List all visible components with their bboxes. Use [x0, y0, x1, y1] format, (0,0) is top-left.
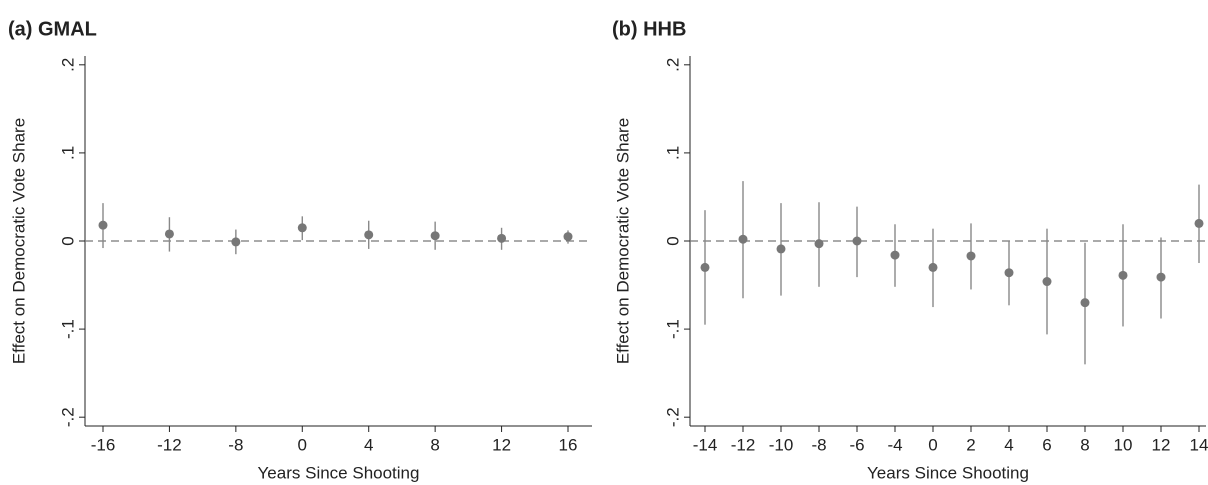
x-tick-label: 6: [1042, 435, 1051, 454]
point-estimate: [890, 250, 900, 260]
x-tick-label: 4: [1004, 435, 1013, 454]
y-axis-label: Effect on Democratic Vote Share: [613, 118, 632, 364]
x-tick-label: 10: [1114, 435, 1133, 454]
x-tick-label: 14: [1190, 435, 1208, 454]
x-tick-label: -10: [769, 435, 794, 454]
x-tick-label: -14: [693, 435, 718, 454]
y-axis-label: Effect on Democratic Vote Share: [9, 118, 28, 364]
x-tick-label: 12: [492, 435, 511, 454]
x-tick-label: 8: [430, 435, 439, 454]
y-tick-label: -.1: [58, 319, 77, 339]
y-tick-label: -.2: [663, 407, 682, 427]
point-estimate: [430, 231, 440, 241]
x-axis-label: Years Since Shooting: [867, 463, 1029, 482]
y-tick-label: 0: [663, 236, 682, 245]
x-tick-label: -6: [849, 435, 864, 454]
point-estimate: [231, 237, 241, 247]
point-estimate: [1004, 268, 1014, 278]
x-tick-label: -16: [91, 435, 116, 454]
point-estimate: [98, 220, 108, 230]
point-estimate: [1156, 272, 1166, 282]
x-tick-label: -12: [731, 435, 756, 454]
point-estimate: [852, 236, 862, 246]
point-estimate: [364, 230, 374, 240]
x-tick-label: 8: [1080, 435, 1089, 454]
point-estimate: [738, 234, 748, 244]
y-tick-label: .2: [58, 58, 77, 72]
point-estimate: [1080, 298, 1090, 308]
y-tick-label: 0: [58, 236, 77, 245]
y-tick-label: .2: [663, 58, 682, 72]
x-tick-label: 0: [298, 435, 307, 454]
x-tick-label: 12: [1152, 435, 1171, 454]
chart-title: (b) HHB: [612, 18, 686, 40]
x-tick-label: -4: [887, 435, 902, 454]
x-tick-label: -12: [157, 435, 182, 454]
chart-title: (a) GMAL: [8, 18, 97, 40]
x-tick-label: 2: [966, 435, 975, 454]
x-tick-label: 0: [928, 435, 937, 454]
y-tick-label: -.2: [58, 407, 77, 427]
point-estimate: [164, 229, 174, 239]
x-tick-label: -8: [228, 435, 243, 454]
point-estimate: [297, 223, 307, 233]
y-tick-label: .1: [58, 146, 77, 160]
x-tick-label: 16: [559, 435, 578, 454]
x-axis-label: Years Since Shooting: [258, 463, 420, 482]
x-tick-label: 4: [364, 435, 373, 454]
point-estimate: [1042, 277, 1052, 287]
point-estimate: [700, 262, 710, 272]
point-estimate: [814, 239, 824, 249]
x-tick-label: -8: [811, 435, 826, 454]
y-tick-label: .1: [663, 146, 682, 160]
point-estimate: [497, 233, 507, 243]
y-tick-label: -.1: [663, 319, 682, 339]
point-estimate: [928, 262, 938, 272]
point-estimate: [563, 232, 573, 242]
point-estimate: [966, 251, 976, 261]
point-estimate: [776, 244, 786, 254]
point-estimate: [1194, 218, 1204, 228]
point-estimate: [1118, 270, 1128, 280]
